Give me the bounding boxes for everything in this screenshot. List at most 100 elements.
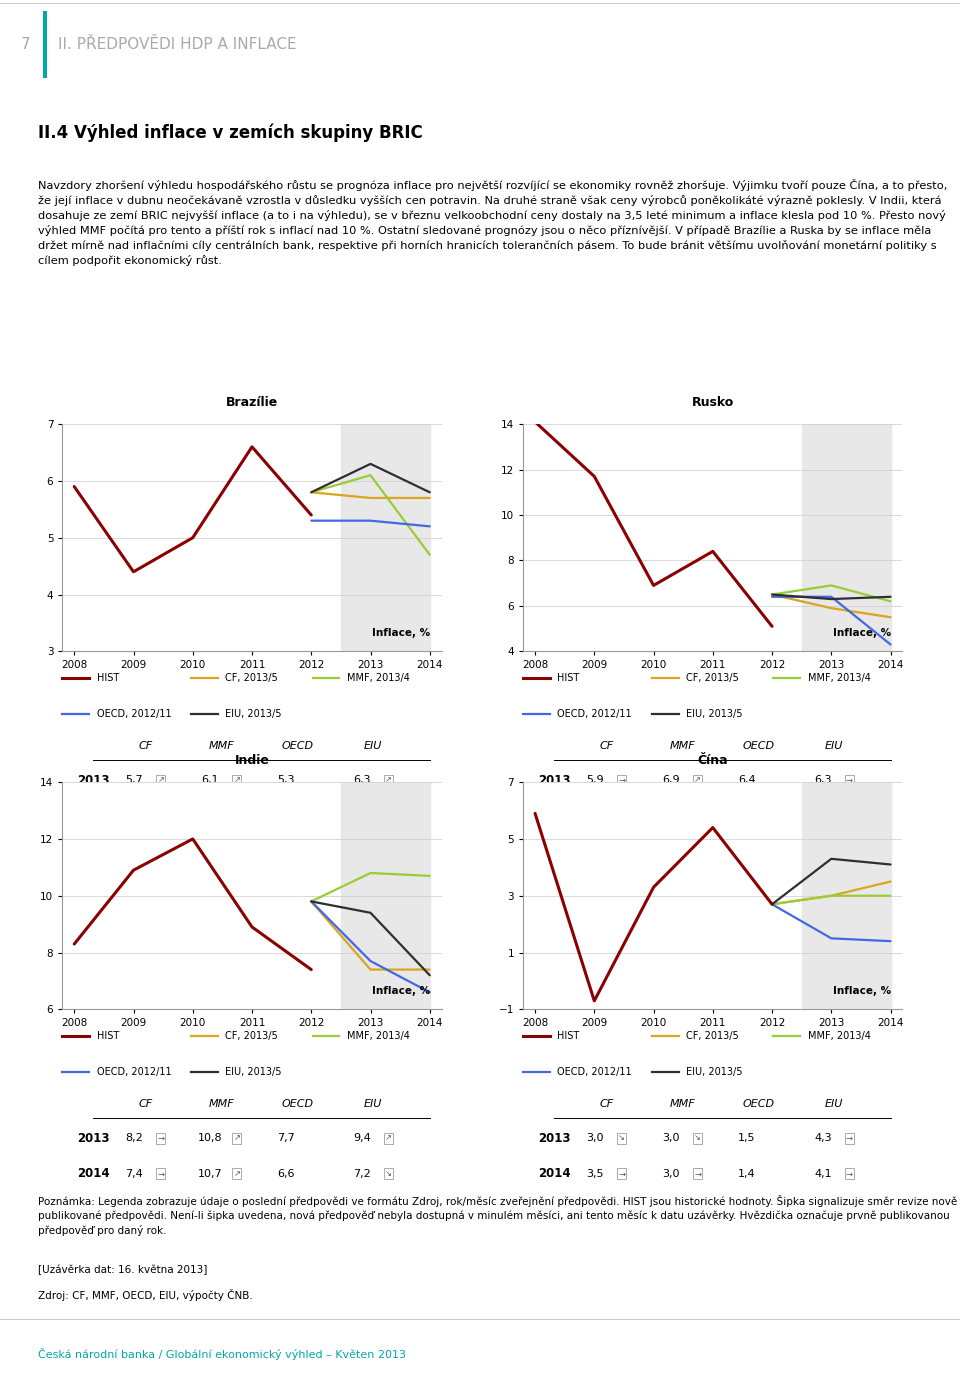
Text: CF, 2013/5: CF, 2013/5 <box>226 673 278 683</box>
Text: →: → <box>846 1133 852 1143</box>
Text: ↗: ↗ <box>157 775 164 785</box>
Text: EIU, 2013/5: EIU, 2013/5 <box>226 709 282 719</box>
Text: EIU: EIU <box>364 741 382 752</box>
Text: 6,3: 6,3 <box>814 775 831 785</box>
Text: Inflace, %: Inflace, % <box>372 986 430 996</box>
Text: 2014: 2014 <box>539 810 571 822</box>
Text: EIU, 2013/5: EIU, 2013/5 <box>226 1067 282 1077</box>
Text: 7,4: 7,4 <box>126 1169 143 1179</box>
Text: OECD, 2012/11: OECD, 2012/11 <box>97 709 171 719</box>
Text: 8,2: 8,2 <box>126 1133 143 1143</box>
Text: EIU, 2013/5: EIU, 2013/5 <box>686 709 743 719</box>
Text: 5,7: 5,7 <box>126 811 143 821</box>
Text: [Uzávěrka dat: 16. května 2013]: [Uzávěrka dat: 16. května 2013] <box>38 1264 207 1275</box>
Text: Čína: Čína <box>698 753 728 767</box>
Text: 4,7: 4,7 <box>202 811 219 821</box>
Text: Inflace, %: Inflace, % <box>372 628 430 638</box>
Text: 9,4: 9,4 <box>353 1133 371 1143</box>
Text: Česká národní banka / Globální ekonomický výhled – Květen 2013: Česká národní banka / Globální ekonomick… <box>38 1348 406 1360</box>
Text: Brazílie: Brazílie <box>226 395 278 409</box>
Text: ↘: ↘ <box>694 811 701 821</box>
Text: →: → <box>618 811 625 821</box>
Text: ↘: ↘ <box>385 1169 392 1179</box>
Text: 10,8: 10,8 <box>198 1133 223 1143</box>
Text: ↗: ↗ <box>157 811 164 821</box>
Text: II.4 Výhled inflace v zemích skupiny BRIC: II.4 Výhled inflace v zemích skupiny BRI… <box>38 124 423 142</box>
Text: MMF, 2013/4: MMF, 2013/4 <box>807 1031 871 1041</box>
Bar <box>341 782 430 1009</box>
Text: HIST: HIST <box>97 673 119 683</box>
Text: CF: CF <box>139 1099 153 1110</box>
Text: 2013: 2013 <box>78 1132 110 1144</box>
Text: OECD, 2012/11: OECD, 2012/11 <box>558 1067 632 1077</box>
Text: 6,1: 6,1 <box>202 775 219 785</box>
Text: CF: CF <box>600 1099 613 1110</box>
Text: 10,7: 10,7 <box>198 1169 223 1179</box>
Text: 6,9: 6,9 <box>662 775 680 785</box>
Text: 6,4: 6,4 <box>738 775 756 785</box>
Text: ↗: ↗ <box>233 1133 240 1143</box>
Text: 3,0: 3,0 <box>587 1133 604 1143</box>
Text: 1,5: 1,5 <box>738 1133 756 1143</box>
Bar <box>341 424 430 651</box>
Text: 7,2: 7,2 <box>353 1169 371 1179</box>
Text: ↗: ↗ <box>385 1133 392 1143</box>
Text: 6,4: 6,4 <box>814 811 831 821</box>
Text: 6,3: 6,3 <box>353 775 371 785</box>
Text: HIST: HIST <box>558 673 580 683</box>
Text: MMF: MMF <box>209 1099 234 1110</box>
Text: →: → <box>694 1169 701 1179</box>
Text: EIU, 2013/5: EIU, 2013/5 <box>686 1067 743 1077</box>
Text: 3,5: 3,5 <box>587 1169 604 1179</box>
Text: 5,2: 5,2 <box>277 811 295 821</box>
Text: →: → <box>157 1169 164 1179</box>
Text: CF: CF <box>139 741 153 752</box>
Text: 6,2: 6,2 <box>662 811 680 821</box>
Text: OECD: OECD <box>281 741 314 752</box>
Text: ↘: ↘ <box>233 811 240 821</box>
Text: OECD: OECD <box>742 741 775 752</box>
Text: ↗: ↗ <box>385 775 392 785</box>
Text: OECD, 2012/11: OECD, 2012/11 <box>558 709 632 719</box>
Text: MMF: MMF <box>209 741 234 752</box>
Text: 7,7: 7,7 <box>277 1133 295 1143</box>
Bar <box>802 424 891 651</box>
Text: II. PŘEDPOVĚDI HDP A INFLACE: II. PŘEDPOVĚDI HDP A INFLACE <box>58 37 297 51</box>
Text: →: → <box>618 775 625 785</box>
Text: MMF: MMF <box>670 1099 695 1110</box>
Text: EIU: EIU <box>825 741 843 752</box>
Text: Zdroj: CF, MMF, OECD, EIU, výpočty ČNB.: Zdroj: CF, MMF, OECD, EIU, výpočty ČNB. <box>38 1289 253 1301</box>
Text: MMF: MMF <box>670 741 695 752</box>
Text: ↗: ↗ <box>233 1169 240 1179</box>
Text: ↘: ↘ <box>694 1133 701 1143</box>
Text: 2014: 2014 <box>78 1168 110 1180</box>
Text: 4,1: 4,1 <box>814 1169 831 1179</box>
Text: 6,6: 6,6 <box>277 1169 295 1179</box>
Text: 5,5: 5,5 <box>587 811 604 821</box>
Text: 3,0: 3,0 <box>662 1169 680 1179</box>
Text: HIST: HIST <box>558 1031 580 1041</box>
Text: ↗: ↗ <box>385 811 392 821</box>
Text: 2014: 2014 <box>78 810 110 822</box>
Text: CF, 2013/5: CF, 2013/5 <box>686 1031 739 1041</box>
Bar <box>802 782 891 1009</box>
Text: ↘: ↘ <box>618 1133 625 1143</box>
Text: MMF, 2013/4: MMF, 2013/4 <box>347 673 410 683</box>
Text: →: → <box>157 1133 164 1143</box>
Text: Indie: Indie <box>234 753 270 767</box>
Text: ↗: ↗ <box>694 775 701 785</box>
Text: 1,4: 1,4 <box>738 1169 756 1179</box>
Text: ↗: ↗ <box>846 811 852 821</box>
Text: OECD: OECD <box>742 1099 775 1110</box>
Text: Inflace, %: Inflace, % <box>833 986 891 996</box>
Text: 5,7: 5,7 <box>126 775 143 785</box>
Text: MMF, 2013/4: MMF, 2013/4 <box>807 673 871 683</box>
Text: 5,3: 5,3 <box>277 775 295 785</box>
Text: 2013: 2013 <box>539 774 571 786</box>
Text: 5,9: 5,9 <box>587 775 604 785</box>
Bar <box>43 11 46 77</box>
Text: EIU: EIU <box>825 1099 843 1110</box>
Text: →: → <box>618 1169 625 1179</box>
Text: →: → <box>846 1169 852 1179</box>
Text: 2014: 2014 <box>539 1168 571 1180</box>
